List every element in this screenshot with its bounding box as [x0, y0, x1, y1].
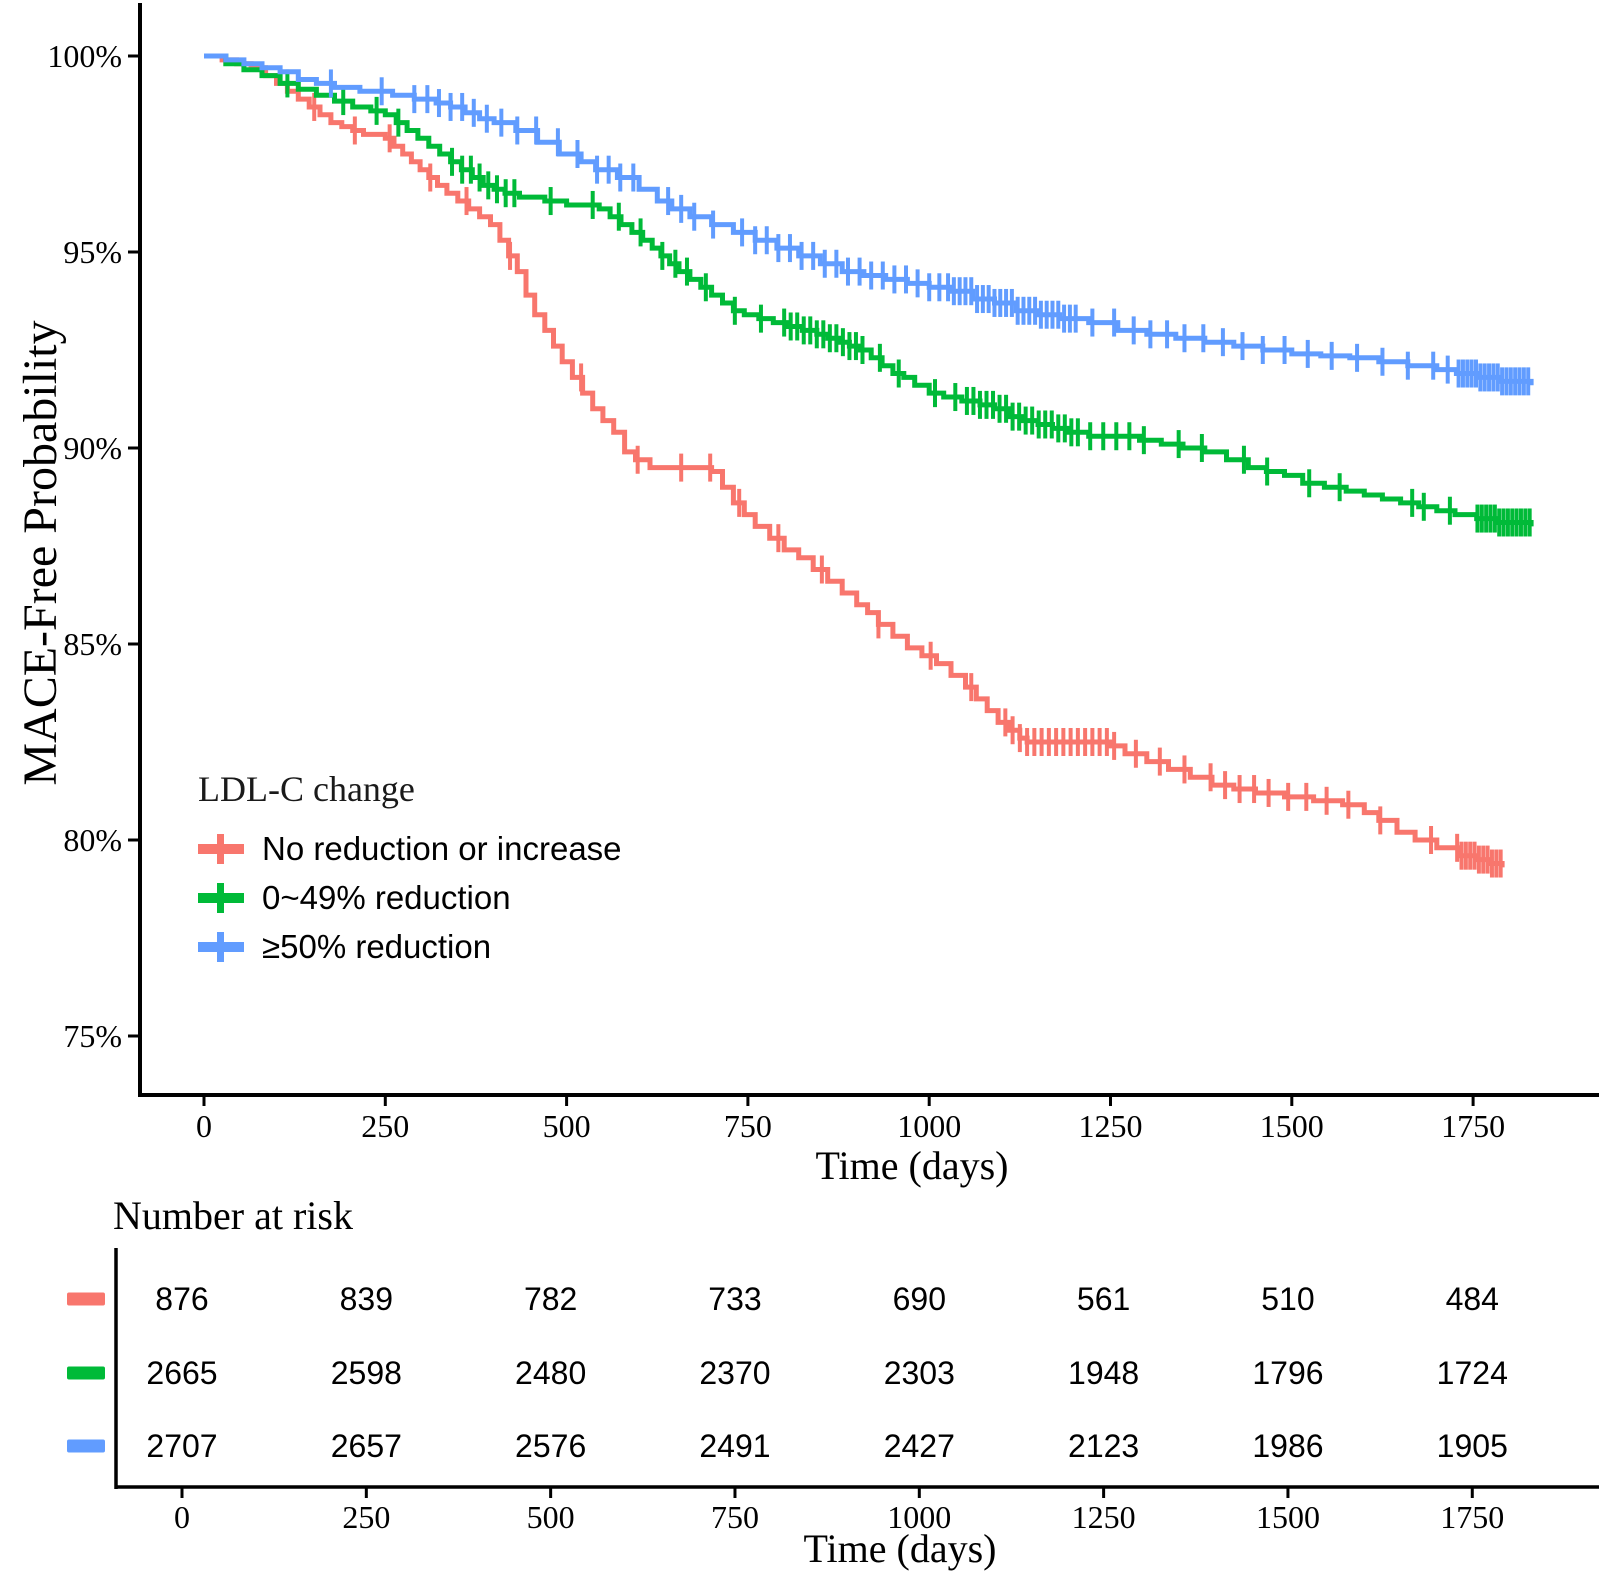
risk-x-tick-label: 250 — [342, 1499, 390, 1535]
risk-x-tick-label: 1000 — [887, 1499, 951, 1535]
risk-count: 2665 — [146, 1355, 217, 1391]
risk-count: 876 — [155, 1281, 208, 1317]
risk-x-tick-label: 750 — [711, 1499, 759, 1535]
curve-0-49pct-reduction — [204, 53, 1534, 527]
y-tick-label: 75% — [63, 1018, 122, 1054]
x-tick-label: 1500 — [1260, 1108, 1324, 1144]
risk-count: 2303 — [884, 1355, 955, 1391]
y-tick-label: 85% — [63, 626, 122, 662]
plus-marker-icon — [196, 831, 250, 867]
risk-table-title: Number at risk — [113, 1193, 353, 1238]
risk-count: 2427 — [884, 1428, 955, 1464]
risk-count: 2576 — [515, 1428, 586, 1464]
risk-row-key-dash — [67, 1366, 105, 1380]
y-axis-title: MACE-Free Probability — [14, 320, 67, 785]
risk-count: 2491 — [699, 1428, 770, 1464]
plus-marker-icon — [196, 929, 250, 965]
risk-count: 1905 — [1437, 1428, 1508, 1464]
risk-count: 2480 — [515, 1355, 586, 1391]
risk-x-tick-label: 1500 — [1256, 1499, 1320, 1535]
x-tick-label: 1750 — [1441, 1108, 1505, 1144]
risk-count: 561 — [1077, 1281, 1130, 1317]
plus-marker-icon — [196, 880, 250, 916]
risk-count: 782 — [524, 1281, 577, 1317]
x-tick-label: 1000 — [897, 1108, 961, 1144]
risk-count: 690 — [893, 1281, 946, 1317]
risk-count: 1948 — [1068, 1355, 1139, 1391]
curve-ge50pct-reduction — [204, 53, 1534, 386]
risk-count: 2123 — [1068, 1428, 1139, 1464]
curve-no-reduction-or-increase — [204, 53, 1505, 868]
risk-count: 484 — [1446, 1281, 1499, 1317]
risk-x-tick-label: 0 — [174, 1499, 190, 1535]
risk-count: 1986 — [1252, 1428, 1323, 1464]
risk-table-x-axis-title: Time (days) — [804, 1526, 997, 1571]
risk-count: 1724 — [1437, 1355, 1508, 1391]
y-tick-label: 95% — [63, 234, 122, 270]
x-tick-label: 1250 — [1079, 1108, 1143, 1144]
risk-count: 839 — [340, 1281, 393, 1317]
x-tick-label: 250 — [361, 1108, 409, 1144]
x-tick-label: 500 — [543, 1108, 591, 1144]
y-tick-label: 90% — [63, 430, 122, 466]
risk-count: 510 — [1261, 1281, 1314, 1317]
risk-count: 2657 — [331, 1428, 402, 1464]
legend: LDL-C change No reduction or increase 0~… — [196, 768, 622, 971]
x-tick-label: 750 — [724, 1108, 772, 1144]
risk-count: 2707 — [146, 1428, 217, 1464]
y-tick-label: 80% — [63, 822, 122, 858]
y-tick-label: 100% — [47, 38, 122, 74]
legend-item-label: 0~49% reduction — [262, 878, 511, 916]
legend-item-ge50pct-reduction: ≥50% reduction — [196, 922, 622, 971]
risk-row-key-dash — [67, 1292, 105, 1306]
risk-row-key-dash — [67, 1439, 105, 1453]
legend-item-label: ≥50% reduction — [262, 927, 492, 965]
legend-item-no-reduction-or-increase: No reduction or increase — [196, 824, 622, 873]
legend-item-label: No reduction or increase — [262, 829, 622, 867]
risk-x-tick-label: 1750 — [1440, 1499, 1504, 1535]
risk-count: 1796 — [1252, 1355, 1323, 1391]
x-axis-title: Time (days) — [816, 1143, 1009, 1188]
risk-count: 733 — [708, 1281, 761, 1317]
risk-x-tick-label: 500 — [527, 1499, 575, 1535]
legend-item-0-49pct-reduction: 0~49% reduction — [196, 873, 622, 922]
risk-count: 2598 — [331, 1355, 402, 1391]
risk-count: 2370 — [699, 1355, 770, 1391]
x-tick-label: 0 — [196, 1108, 212, 1144]
risk-x-tick-label: 1250 — [1072, 1499, 1136, 1535]
legend-title: LDL-C change — [198, 769, 415, 809]
